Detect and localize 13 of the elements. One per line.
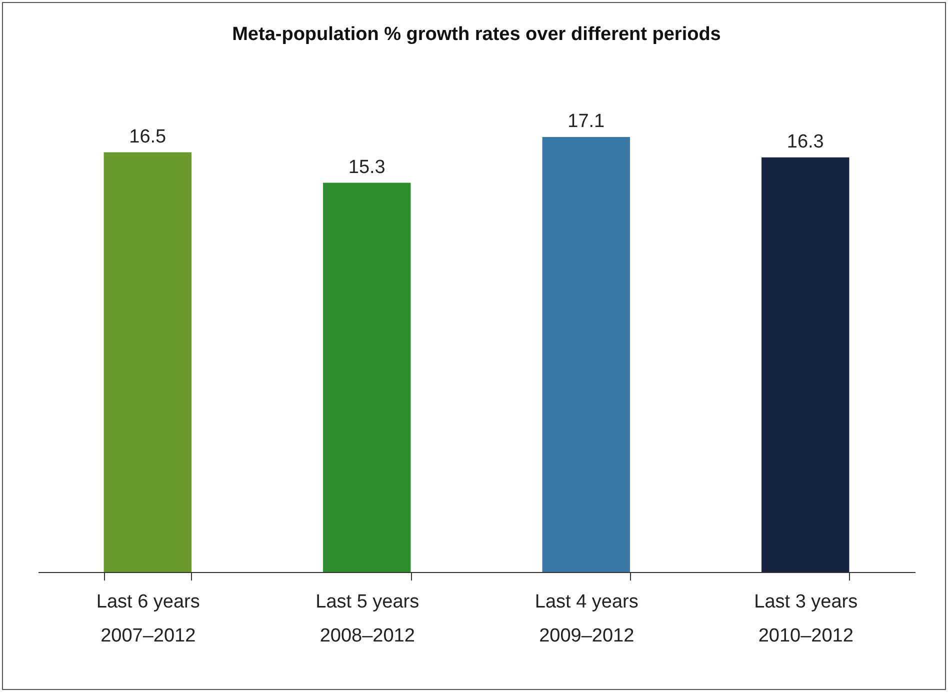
chart-title: Meta-population % growth rates over different periods [232,24,721,45]
x-tick-label: Last 5 years 2008–2012 [316,592,420,646]
x-tick-label: Last 3 years 2010–2012 [754,592,858,646]
data-label: 16.5 [129,126,166,148]
bar [762,157,850,572]
x-tick-label: Last 4 years 2009–2012 [534,592,638,646]
data-label: 17.1 [568,111,605,132]
x-tick-label: Last 6 years 2007–2012 [96,592,200,646]
bar [323,182,411,572]
bar [104,152,192,572]
bar [542,137,630,572]
data-label: 16.3 [786,131,824,152]
data-label: 15.3 [348,156,386,178]
